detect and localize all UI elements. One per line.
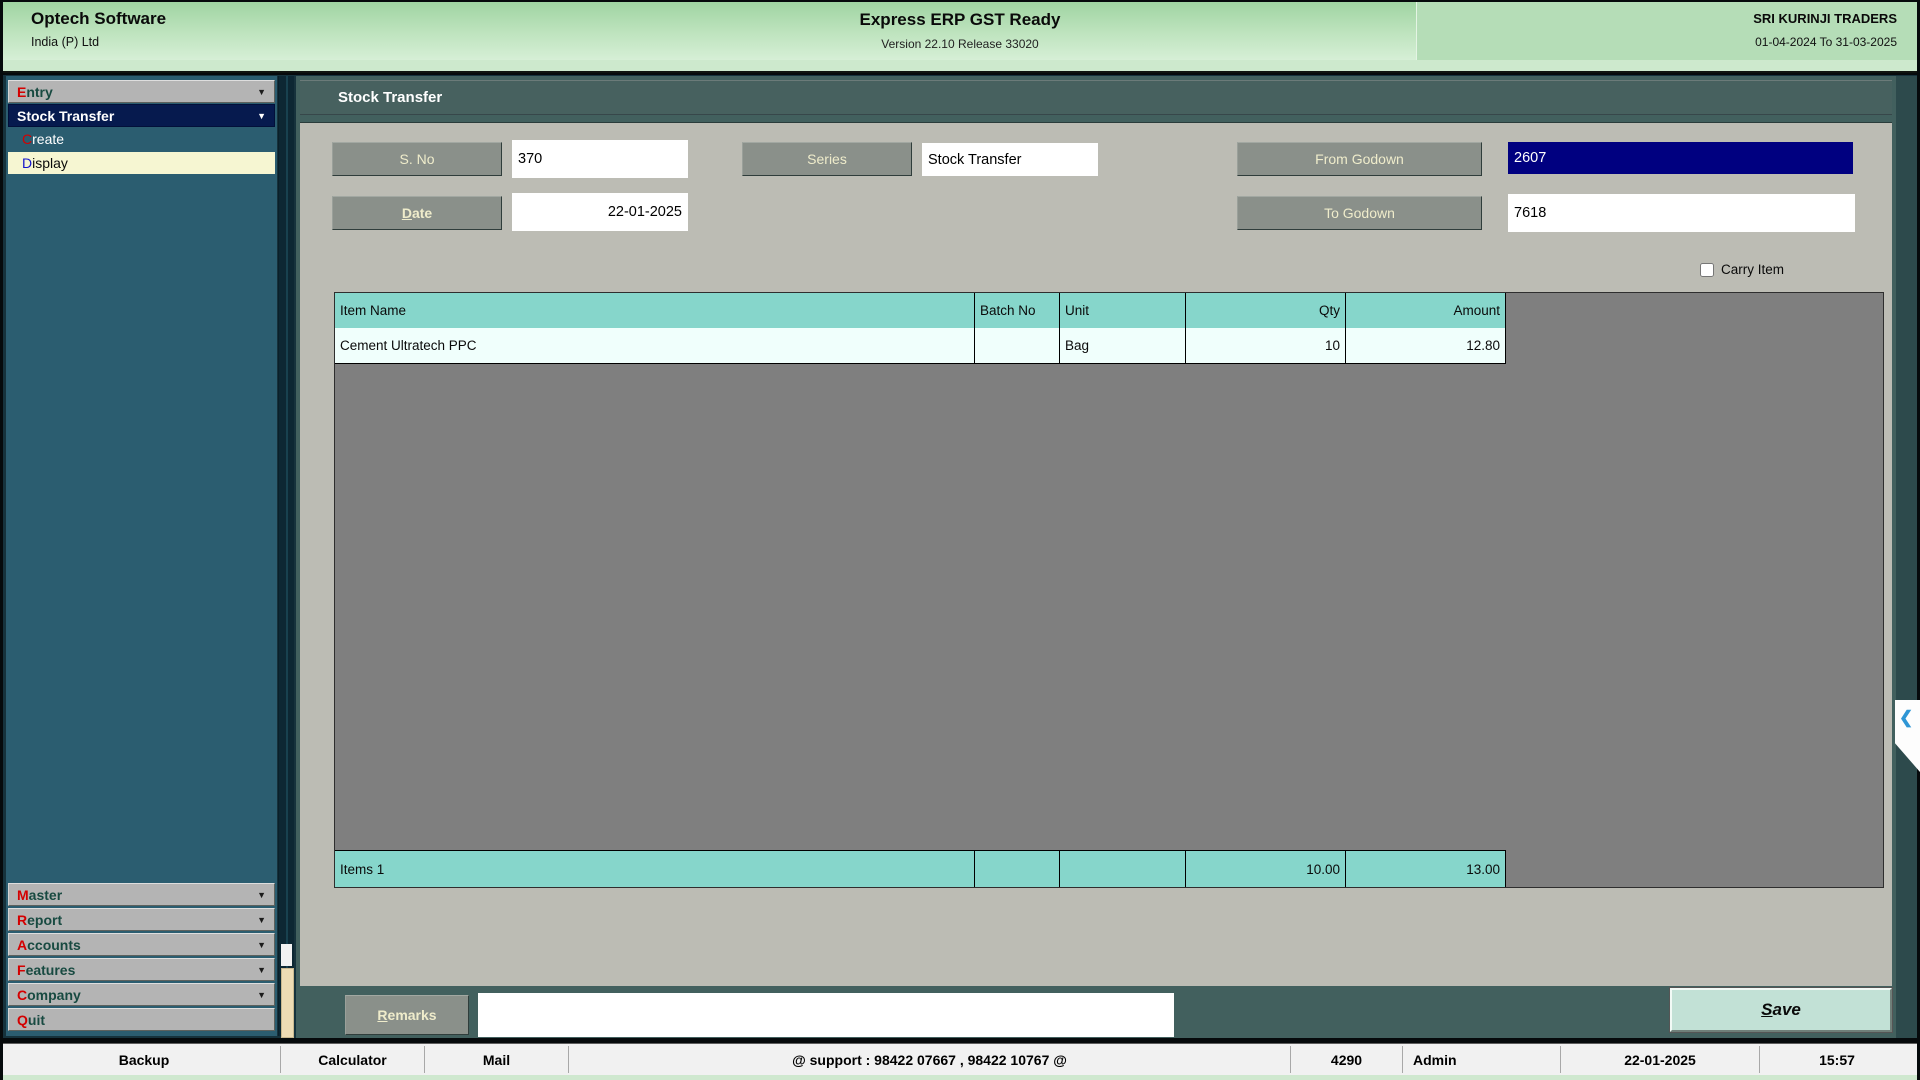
- items-table: Item Name Batch No Unit Qty Amount Cemen…: [334, 292, 1884, 888]
- footer-items-count: Items 1: [335, 851, 975, 887]
- app-header: Optech Software India (P) Ltd Express ER…: [3, 2, 1917, 60]
- sidebar-item-label: Report: [17, 911, 63, 928]
- chevron-down-icon: ▼: [257, 914, 266, 925]
- from-godown-input[interactable]: [1508, 142, 1853, 174]
- status-time: 15:57: [1819, 1051, 1855, 1068]
- series-label: Series: [742, 142, 912, 176]
- sidebar-item-label: Company: [17, 986, 81, 1003]
- status-date: 22-01-2025: [1561, 1046, 1760, 1073]
- chevron-down-icon: ▼: [257, 889, 266, 900]
- sidebar-item-label: Master: [17, 886, 63, 903]
- sidebar-item-features[interactable]: Features ▼: [8, 958, 275, 981]
- date-label[interactable]: Date: [332, 196, 502, 230]
- chevron-down-icon: ▼: [257, 964, 266, 975]
- to-godown-input[interactable]: [1508, 194, 1855, 232]
- right-edge-strip: [1896, 76, 1917, 1038]
- footer-amount-total: 13.00: [1346, 851, 1506, 887]
- sidebar-item-label: Stock Transfer: [17, 107, 115, 124]
- sidebar-item-label: Create: [22, 131, 65, 147]
- brand-title: Optech Software: [31, 9, 167, 28]
- sidebar-item-entry[interactable]: Entry ▼: [8, 80, 275, 103]
- carry-item-option: Carry Item: [1700, 262, 1784, 277]
- brand-subtitle: India (P) Ltd: [31, 35, 100, 49]
- financial-period: 01-04-2024 To 31-03-2025: [1755, 35, 1897, 49]
- company-info-panel: SRI KURINJI TRADERS 01-04-2024 To 31-03-…: [1416, 2, 1917, 60]
- sidebar-item-company[interactable]: Company ▼: [8, 983, 275, 1006]
- series-input[interactable]: [922, 143, 1098, 176]
- remarks-label[interactable]: Remarks: [345, 995, 469, 1035]
- backup-button[interactable]: Backup: [8, 1046, 281, 1073]
- sidebar-item-quit[interactable]: Quit: [8, 1008, 275, 1031]
- sidebar-item-label: Entry: [17, 83, 53, 100]
- sidebar-item-label: Accounts: [17, 936, 81, 953]
- collapse-chevron-icon: ❮: [1899, 708, 1914, 727]
- session-code: 4290: [1291, 1046, 1403, 1073]
- page-title-bar: Stock Transfer: [300, 80, 1892, 115]
- bottom-edge: [3, 1075, 1917, 1080]
- column-header-batch-no: Batch No: [975, 293, 1060, 328]
- sidebar-item-label: Display: [22, 155, 68, 171]
- app-title: Express ERP GST Ready: [859, 10, 1061, 29]
- cell-item-name: Cement Ultratech PPC: [335, 328, 975, 363]
- s-no-input[interactable]: [512, 140, 688, 178]
- cell-batch-no: [975, 328, 1060, 363]
- scrollbar-thumb[interactable]: [281, 968, 294, 1038]
- footer-qty-total: 10.00: [1186, 851, 1346, 887]
- sidebar-item-stock-transfer[interactable]: Stock Transfer ▼: [8, 104, 275, 127]
- support-info: @ support : 98422 07667 , 98422 10767 @: [569, 1046, 1291, 1073]
- chevron-down-icon: ▼: [257, 86, 266, 97]
- sidebar-item-create[interactable]: Create: [8, 128, 275, 150]
- header-divider: [3, 60, 1917, 73]
- date-input[interactable]: [512, 193, 688, 231]
- carry-item-checkbox[interactable]: [1700, 262, 1714, 277]
- column-header-amount: Amount: [1346, 293, 1506, 328]
- sidebar-item-master[interactable]: Master ▼: [8, 883, 275, 906]
- company-name: SRI KURINJI TRADERS: [1753, 11, 1897, 26]
- chevron-down-icon: ▼: [257, 939, 266, 950]
- from-godown-label: From Godown: [1237, 142, 1482, 176]
- mail-button[interactable]: Mail: [425, 1046, 569, 1073]
- column-header-item-name: Item Name: [335, 293, 975, 328]
- table-footer-row: Items 1 10.00 13.00: [335, 850, 1506, 887]
- cell-unit: Bag: [1060, 328, 1186, 363]
- scrollbar-track-line: [286, 76, 288, 1036]
- cell-qty: 10: [1186, 328, 1346, 363]
- cell-amount: 12.80: [1346, 328, 1506, 363]
- s-no-label: S. No: [332, 142, 502, 176]
- column-header-unit: Unit: [1060, 293, 1186, 328]
- table-row[interactable]: Cement Ultratech PPC Bag 10 12.80: [335, 328, 1506, 364]
- footer-batch-no: [975, 851, 1060, 887]
- scrollbar-track-segment: [281, 944, 292, 966]
- sidebar-item-report[interactable]: Report ▼: [8, 908, 275, 931]
- remarks-input[interactable]: [478, 993, 1174, 1037]
- sidebar-item-accounts[interactable]: Accounts ▼: [8, 933, 275, 956]
- chevron-down-icon: ▼: [257, 989, 266, 1000]
- sidebar-item-display[interactable]: Display: [8, 152, 275, 174]
- calculator-button[interactable]: Calculator: [281, 1046, 425, 1073]
- status-bar: Backup Calculator Mail @ support : 98422…: [3, 1043, 1917, 1075]
- sidebar: Entry ▼ Stock Transfer ▼ Create Display …: [6, 76, 277, 1036]
- carry-item-label: Carry Item: [1721, 262, 1785, 277]
- table-header-row: Item Name Batch No Unit Qty Amount: [335, 293, 1506, 329]
- sidebar-item-label: Features: [17, 961, 76, 978]
- save-button[interactable]: Save: [1669, 987, 1893, 1033]
- column-header-qty: Qty: [1186, 293, 1346, 328]
- user-name: Admin: [1403, 1046, 1561, 1073]
- sidebar-scrollbar[interactable]: [278, 76, 294, 1038]
- chevron-down-icon: ▼: [257, 110, 266, 121]
- sidebar-item-label: Quit: [17, 1011, 45, 1028]
- app-version: Version 22.10 Release 33020: [881, 37, 1039, 51]
- to-godown-label: To Godown: [1237, 196, 1482, 230]
- page-title: Stock Transfer: [338, 89, 443, 106]
- footer-unit: [1060, 851, 1186, 887]
